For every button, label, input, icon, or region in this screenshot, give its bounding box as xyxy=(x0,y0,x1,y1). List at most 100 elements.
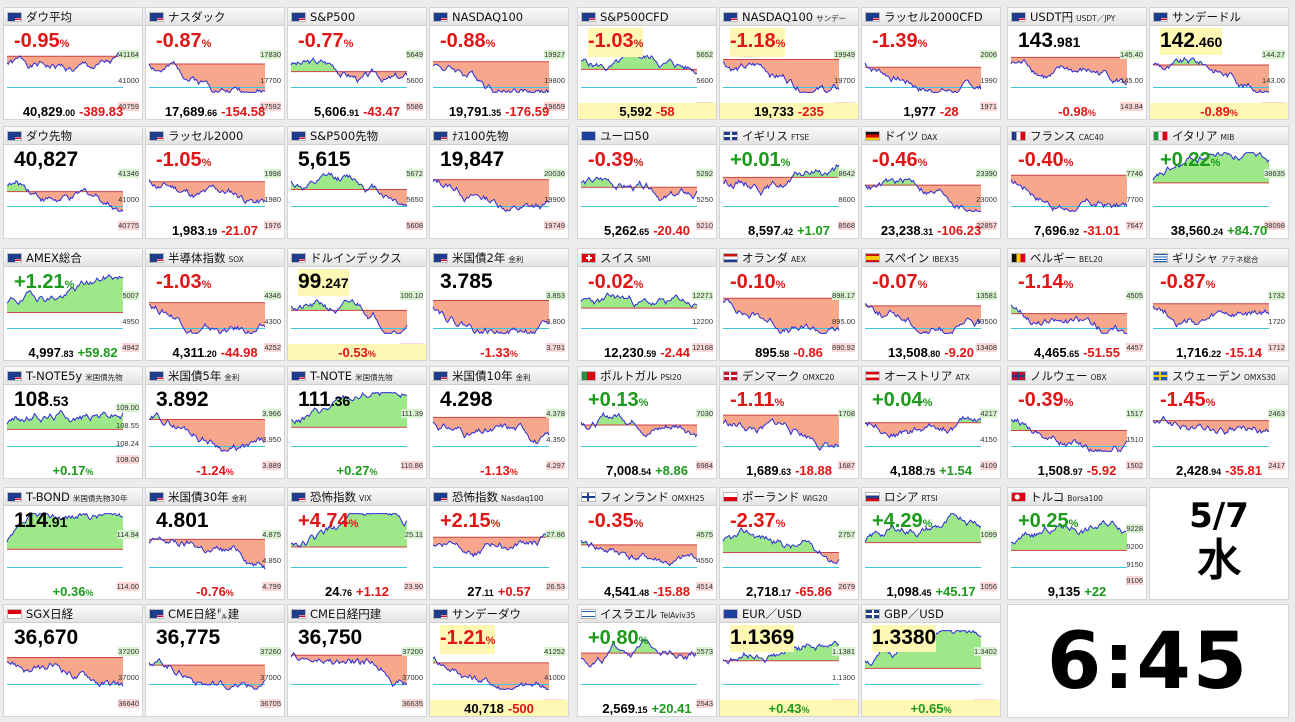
market-tile[interactable]: S&P500先物 5672 5650 5608 5,615 xyxy=(287,126,427,239)
market-tile[interactable]: 米国債10年 金利 4.378 4.350 4.297 4.298 -1.13% xyxy=(429,366,569,479)
market-tile[interactable]: ベルギー BEL20 4505 4457 -1.14% 4,465.65 -51.55 xyxy=(1007,248,1147,361)
market-tile[interactable]: ポーランド WIG20 2757 2679 -2.37% 2,718.17 -65.86 xyxy=(719,487,859,600)
chart-line xyxy=(580,539,698,567)
nl-flag-icon xyxy=(723,253,738,263)
market-tile[interactable]: ラッセル2000CFD 2006 1990 1971 -1.39% 1,977 -28 xyxy=(861,7,1001,120)
market-tile[interactable]: 米国債5年 金利 3.966 3.950 3.889 3.892 -1.24% xyxy=(145,366,285,479)
chart-line xyxy=(864,303,982,335)
chart-area-down xyxy=(291,71,407,83)
chart-axis-label: 40775 xyxy=(118,221,139,230)
market-tile[interactable]: フィンランド OMXH25 4575 4550 4514 -0.35% 4,541.48 -1… xyxy=(577,487,717,600)
change-percent-value: +4.74 xyxy=(298,510,349,532)
market-tile[interactable]: トルコ Borsa100 9228 9200 9150 9106 +0.25% 9,135 +2… xyxy=(1007,487,1147,600)
market-tile[interactable]: イタリア MIB 38635 38098 +0.22% 38,560.24 +84.70 xyxy=(1149,126,1289,239)
change-percent-value: -1.24 xyxy=(196,463,226,478)
market-tile[interactable]: サンデーダウ412524100040665-1.21%40,718-500 xyxy=(429,604,569,717)
market-tile[interactable]: ﾅｽ100先物 20036 19900 19749 19,847 xyxy=(429,126,569,239)
tile-name: 半導体指数 SOX xyxy=(168,250,244,268)
market-tile[interactable]: 半導体指数 SOX 4346 4300 4252 -1.03% 4,311.20 -44.98 xyxy=(145,248,285,361)
market-tile[interactable]: ポルトガル PSI20 7030 6984 +0.13% 7,008.54 +8.86 xyxy=(577,366,717,479)
market-tile[interactable]: ノルウェー OBX 1517 1510 1502 -0.39% 1,508.97 -5.92 xyxy=(1007,366,1147,479)
market-tile[interactable]: NASDAQ100 19927 19800 19659 -0.88% 19,791.35-… xyxy=(429,7,569,120)
market-tile[interactable]: オーストリア ATX 4217 4150 4109 +0.04% 4,188.75 +1.54 xyxy=(861,366,1001,479)
price-decimal: .11 xyxy=(481,588,494,598)
chart-axis-label: 895.00 xyxy=(832,317,855,326)
change-percent-value: +4.29 xyxy=(872,510,923,532)
market-tile[interactable]: ダウ先物 41346 41000 40775 40,827 xyxy=(3,126,143,239)
market-tile[interactable]: 米国債30年 金利 4.875 4.850 4.799 4.801 -0.76% xyxy=(145,487,285,600)
market-tile[interactable]: ナスダック 17830 17700 17592 -0.87% 17,689.66 -154.… xyxy=(145,7,285,120)
market-tile[interactable]: ロシア RTSI 1099 1056 +4.29% 1,098.45 +45.17 xyxy=(861,487,1001,600)
tile-name: ポーランド WIG20 xyxy=(742,489,827,507)
chart-axis-label: 41164 xyxy=(118,50,139,59)
market-tile[interactable]: CME日経㌦建 37260 37000 36705 36,775 xyxy=(145,604,285,717)
percent-sign: % xyxy=(801,705,810,715)
market-tile[interactable]: USDT円 USDT／JPY 145.40 145.00 143.84 143.981 -0… xyxy=(1007,7,1147,120)
tile-header: ラッセル2000CFD xyxy=(862,8,1000,26)
market-tile[interactable]: SGX日経 37200 37000 36640 36,670 xyxy=(3,604,143,717)
chart-line xyxy=(432,656,549,690)
tile-header: GBP／USD xyxy=(862,605,1000,623)
market-tile[interactable]: スペイン IBEX35 13581 13500 13408 -0.07% 13,508.80… xyxy=(861,248,1001,361)
price-integer: 8,597 xyxy=(748,223,781,238)
tile-footer: -1.33% xyxy=(430,344,568,360)
price-integer: 3.785 xyxy=(440,270,493,293)
chart-area-up xyxy=(865,416,981,423)
percent-sign: % xyxy=(917,279,928,291)
chart-area-down xyxy=(149,665,265,690)
chart-area-down xyxy=(291,655,407,687)
market-tile[interactable]: ギリシャ アテネ総合 1732 1720 1712 -0.87% 1,716.22 -15.1… xyxy=(1149,248,1289,361)
market-tile[interactable]: ダウ平均 41164 41000 40759 -0.95% 40,829.00 -389.8… xyxy=(3,7,143,120)
price-integer: 1.3380 xyxy=(872,626,937,649)
chart-area-down xyxy=(581,653,697,667)
market-tile[interactable]: フランス CAC40 7746 7700 7647 -0.40% 7,696.92 -31.0… xyxy=(1007,126,1147,239)
market-tile[interactable]: NASDAQ100サンデー199491970019655-1.18%19,733… xyxy=(719,7,859,120)
market-tile[interactable]: T-NOTE5y 米国債先物 109.00 108.55 108.24 108.00 108… xyxy=(3,366,143,479)
percent-sign: % xyxy=(367,349,376,359)
market-tile[interactable]: イスラエル TelAviv35 2573 2543 +0.80% 2,569.15 +20.… xyxy=(577,604,717,717)
market-tile[interactable]: ドイツ DAX 23390 23000 22857 -0.46% 23,238.31 -106… xyxy=(861,126,1001,239)
chart-axis-label: 4950 xyxy=(122,317,139,326)
market-tile[interactable]: T-BOND 米国債先物30年 114.94 114.00 114.91 +0.36% xyxy=(3,487,143,600)
market-tile[interactable]: 恐怖指数 Nasdaq100 27.86 26.53 +2.15% 27.11 +0.57 xyxy=(429,487,569,600)
tile-name: オーストリア ATX xyxy=(884,368,970,386)
chart-axis-label: 2757 xyxy=(838,530,855,539)
market-tile[interactable]: S&P500 5649 5600 5586 -0.77% 5,606.91 -43.47 xyxy=(287,7,427,120)
chart-axis-label: 114.94 xyxy=(116,530,139,539)
change-percent: -1.03% xyxy=(156,269,211,298)
tile-subname: TelAviv35 xyxy=(660,611,696,620)
chart-line xyxy=(722,418,840,451)
chart-axis-label: 1732 xyxy=(1268,291,1285,300)
us-flag-icon xyxy=(1011,12,1026,22)
market-tile[interactable]: 恐怖指数 VIX 25.11 23.90 +4.74% 24.76 +1.12 xyxy=(287,487,427,600)
tile-footer: 5,606.91 -43.47 xyxy=(288,103,426,119)
market-tile[interactable]: スウェーデン OMXS30 2463 2417 -1.45% 2,428.94 -35.81 xyxy=(1149,366,1289,479)
tile-header: ベルギー BEL20 xyxy=(1008,249,1146,267)
chart-axis-label: 36635 xyxy=(402,699,423,708)
price-change: -31.01 xyxy=(1083,223,1120,238)
change-percent-value: -0.02 xyxy=(588,271,634,293)
market-tile[interactable]: デンマーク OMXC20 1708 1687 -1.11% 1,689.63 -18.88 xyxy=(719,366,859,479)
market-tile[interactable]: S&P500CFD565256005584-1.03%5,592-58 xyxy=(577,7,717,120)
market-tile[interactable]: ユーロ50 5292 5250 5210 -0.39% 5,262.65 -20.40 xyxy=(577,126,717,239)
price-integer: 38,560 xyxy=(1170,223,1211,238)
change-percent-value: -0.10 xyxy=(730,271,776,293)
market-tile[interactable]: ラッセル2000 1998 1980 1976 -1.05% 1,983.19 -21.07 xyxy=(145,126,285,239)
market-tile[interactable]: オランダ AEX 898.17 895.00 890.92 -0.10% 895.58 -0.… xyxy=(719,248,859,361)
market-tile[interactable]: 米国債2年 金利 3.853 3.800 3.781 3.785 -1.33% xyxy=(429,248,569,361)
price-change: -35.81 xyxy=(1225,463,1262,478)
chart-line xyxy=(1010,58,1128,86)
market-tile[interactable]: CME日経円建 37200 37000 36635 36,750 xyxy=(287,604,427,717)
us-flag-icon xyxy=(433,253,448,263)
market-tile[interactable]: AMEX総合 5007 4950 4942 +1.21% 4,997.83 +59.82 xyxy=(3,248,143,361)
price-decimal: .97 xyxy=(1070,467,1083,477)
price-change: +1.54 xyxy=(939,463,972,478)
tile-subname: USDT／JPY xyxy=(1076,14,1116,23)
market-tile[interactable]: イギリス FTSE 8642 8600 8568 +0.01% 8,597.42 +1.07 xyxy=(719,126,859,239)
market-tile[interactable]: スイス SMI 12271 12200 12168 -0.02% 12,230.59 -2.4… xyxy=(577,248,717,361)
market-tile[interactable]: T-NOTE 米国債先物 111.39 110.86 111.36 +0.27% xyxy=(287,366,427,479)
